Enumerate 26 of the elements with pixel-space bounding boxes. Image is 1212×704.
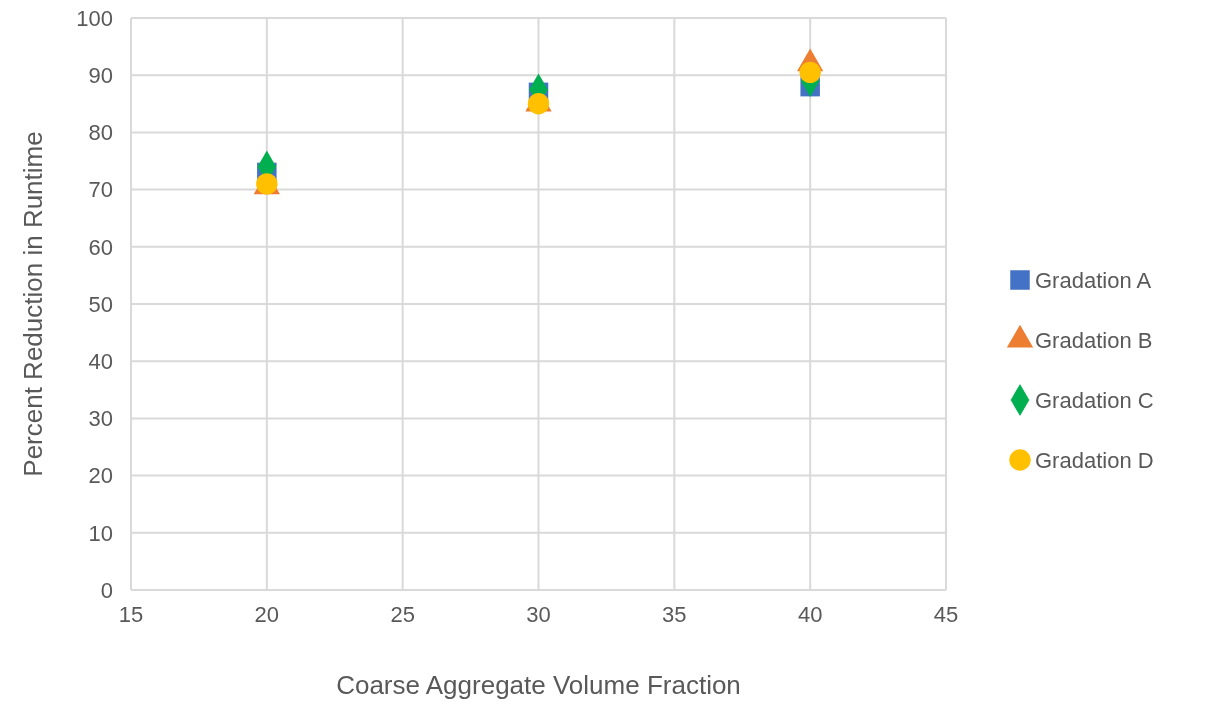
y-tick-label: 30	[88, 406, 113, 432]
legend-label: Gradation D	[1035, 447, 1154, 473]
y-tick-label: 60	[88, 234, 113, 260]
y-tick-label: 50	[88, 291, 113, 317]
y-tick-label: 70	[88, 177, 113, 203]
x-tick-label: 25	[390, 602, 415, 627]
y-tick-label: 20	[88, 463, 113, 489]
point	[527, 93, 550, 115]
y-tick-label: 0	[100, 577, 113, 603]
x-tick-label: 15	[118, 602, 144, 627]
y-tick-label: 90	[88, 62, 113, 88]
x-axis-title: Coarse Aggregate Volume Fraction	[336, 670, 741, 700]
y-tick-label: 100	[76, 5, 113, 31]
legend-label: Gradation C	[1035, 387, 1154, 413]
x-tick-label: 45	[933, 602, 959, 627]
y-axis-title: Percent Reduction in Runtime	[18, 131, 48, 477]
legend-label: Gradation A	[1035, 267, 1152, 293]
y-tick-label: 40	[88, 348, 113, 374]
x-tick-label: 35	[662, 602, 687, 627]
y-tick-label: 80	[88, 120, 113, 146]
y-tick-label: 10	[88, 520, 113, 546]
x-tick-label: 30	[526, 602, 551, 627]
x-tick-label: 20	[254, 602, 280, 627]
x-tick-label: 40	[797, 602, 823, 627]
point	[799, 61, 821, 84]
legend-label: Gradation B	[1035, 327, 1153, 353]
